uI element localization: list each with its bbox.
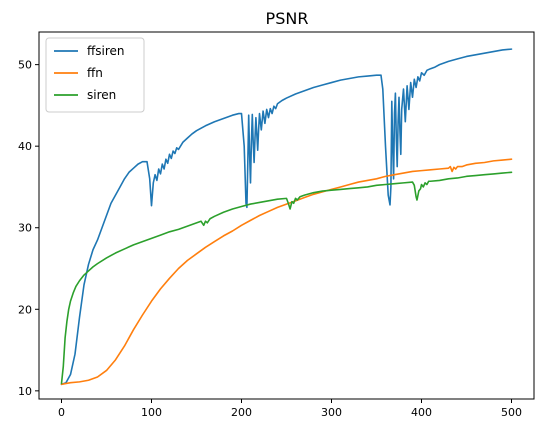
y-tick-label: 30 <box>18 222 32 235</box>
legend-label-ffsiren: ffsiren <box>87 44 125 58</box>
legend-label-siren: siren <box>87 88 116 102</box>
y-tick-label: 10 <box>18 385 32 398</box>
x-tick-label: 500 <box>501 406 522 419</box>
x-axis: 0 100 200 300 400 500 <box>58 399 522 419</box>
legend-label-ffn: ffn <box>87 66 103 80</box>
x-tick-label: 200 <box>231 406 252 419</box>
y-tick-label: 20 <box>18 303 32 316</box>
chart-title: PSNR <box>266 9 309 28</box>
x-tick-label: 400 <box>411 406 432 419</box>
plot-frame <box>38 31 535 400</box>
series-line-ffn <box>60 158 513 386</box>
series-line-siren <box>60 171 513 385</box>
legend: ffsiren ffn siren <box>45 37 145 113</box>
series-line-ffsiren <box>60 48 513 386</box>
y-tick-label: 50 <box>18 59 32 72</box>
series-layer <box>60 48 513 386</box>
x-tick-label: 100 <box>141 406 162 419</box>
legend-box <box>45 37 145 113</box>
x-tick-label: 300 <box>321 406 342 419</box>
x-tick-label: 0 <box>58 406 65 419</box>
y-axis: 10 20 30 40 50 <box>18 59 39 398</box>
y-tick-label: 40 <box>18 140 32 153</box>
